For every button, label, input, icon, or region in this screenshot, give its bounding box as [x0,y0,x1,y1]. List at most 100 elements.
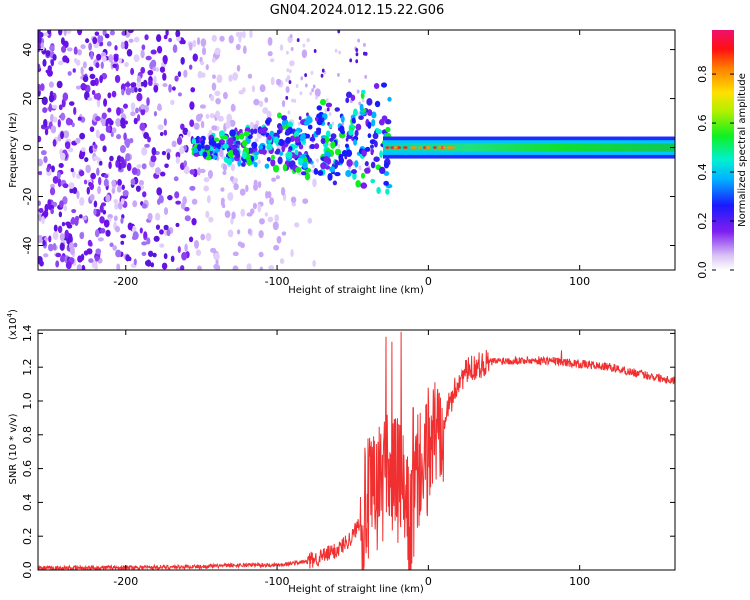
heatmap-cell [189,169,195,175]
x-tick-label: 100 [569,275,590,288]
heatmap-cell [273,136,280,144]
heatmap-cell [321,68,325,73]
heatmap-cell [304,73,308,78]
heatmap-cell [239,132,245,140]
heatmap-cell [253,183,259,191]
heatmap-cell [290,196,297,204]
heatmap-cell [191,138,197,145]
heatmap-cell [88,66,94,72]
heatmap-cell [307,217,313,224]
heatmap-peak [385,146,390,149]
colorbar-gradient [712,30,734,270]
heatmap-cell [123,103,128,109]
heatmap-cell [95,62,100,69]
heatmap-cell [298,116,302,121]
heatmap-cell [315,95,318,100]
heatmap-cell [87,97,93,102]
heatmap-cell [196,37,201,46]
heatmap-cell [62,92,69,102]
heatmap-cell [295,84,299,89]
heatmap-cell [151,147,157,156]
heatmap-cell [366,98,373,106]
heatmap-cell [52,231,59,240]
heatmap-cell [95,129,100,139]
heatmap-cell [99,133,106,142]
heatmap-cell [340,115,345,123]
heatmap-peak [450,146,455,149]
snr-y-scale: (x104) [6,309,19,340]
heatmap-cell [159,229,164,235]
heatmap-cell [295,166,302,173]
heatmap-cell [93,156,100,161]
heatmap-cell [69,246,75,256]
heatmap-cell [272,164,280,173]
y-tick-label: 0.4 [21,494,34,512]
heatmap-cell [200,38,207,47]
heatmap-cell [99,204,104,213]
x-tick-label: -200 [113,275,138,288]
heatmap-cell [116,134,122,140]
heatmap-cell [250,128,255,135]
heatmap-cell [80,147,86,152]
heatmap-cell [228,74,233,82]
heatmap-cell [232,72,239,81]
heatmap-cell [57,178,62,188]
heatmap-cell [67,147,74,153]
heatmap-cell [99,216,105,224]
heatmap-cell [135,107,139,114]
heatmap-cell [264,119,271,125]
heatmap-cell [317,170,324,176]
heatmap-cell [387,96,392,102]
heatmap-cell [217,115,224,122]
heatmap-cell [80,44,86,50]
heatmap-cell [79,231,85,240]
heatmap-cell [300,76,304,81]
heatmap-cell [166,152,171,161]
heatmap-cell [247,73,253,79]
heatmap-cell [72,68,76,73]
heatmap-cell [73,57,78,64]
heatmap-cell [131,167,138,175]
heatmap-cell [77,49,82,56]
heatmap-cell [293,98,297,103]
heatmap-cell [370,148,375,154]
heatmap-cell [211,34,218,42]
heatmap-cell [328,112,332,117]
heatmap-cell [281,100,286,108]
heatmap-cell [269,130,275,136]
heatmap-cell [89,126,95,133]
heatmap-cell [111,187,116,194]
heatmap-cell [374,100,381,108]
heatmap-cell [156,198,161,205]
heatmap-cell [334,172,341,177]
heatmap-cell [191,198,198,205]
y-tick-label: 20 [21,92,34,106]
heatmap-cell [114,202,119,210]
heatmap-cell [337,30,341,34]
snr-y-label: SNR (10 * v/v) [8,413,19,484]
heatmap-cell [268,265,275,270]
heatmap-cell [58,30,63,36]
heatmap-cell [180,202,186,210]
heatmap-cell [188,42,193,51]
heatmap-cell [45,69,52,74]
heatmap-cell [156,45,163,54]
heatmap-peak [447,146,452,149]
heatmap-cell [297,121,301,126]
heatmap-cell [291,202,297,207]
colorbar-tick-label: 0.4 [696,163,709,181]
heatmap-cell [380,82,388,88]
heatmap-cell [214,90,221,97]
heatmap-cell [247,147,254,154]
heatmap-cell [162,72,167,81]
heatmap-cell [296,38,300,43]
heatmap-cell [307,157,312,163]
heatmap-cell [235,134,240,141]
heatmap-cell [105,229,111,237]
heatmap-cell [369,144,374,149]
heatmap-cell [192,53,198,62]
heatmap-cell [79,197,85,206]
heatmap-cell [265,190,269,199]
heatmap-cell [86,248,93,255]
heatmap-cell [304,83,308,88]
